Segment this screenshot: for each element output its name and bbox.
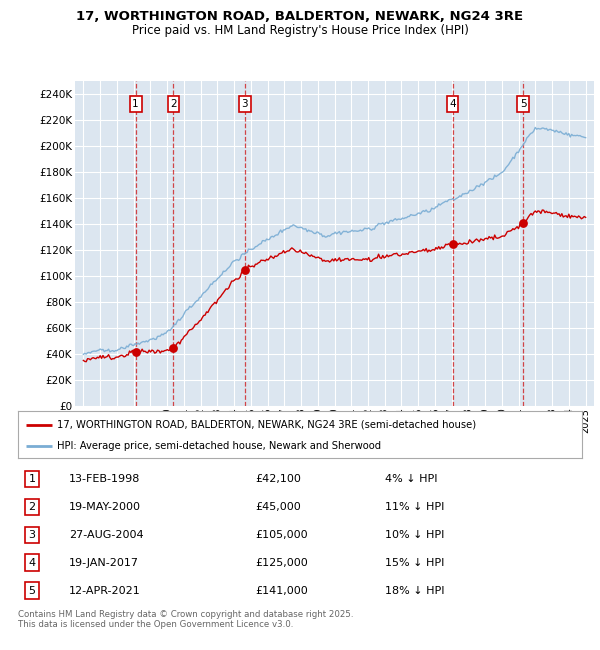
Text: 18% ↓ HPI: 18% ↓ HPI [385, 586, 444, 595]
Text: 3: 3 [29, 530, 35, 540]
Text: 10% ↓ HPI: 10% ↓ HPI [385, 530, 444, 540]
Text: 5: 5 [520, 99, 527, 109]
Point [131, 346, 140, 357]
Text: 4: 4 [449, 99, 456, 109]
Text: 4: 4 [29, 558, 35, 567]
Text: 17, WORTHINGTON ROAD, BALDERTON, NEWARK, NG24 3RE (semi-detached house): 17, WORTHINGTON ROAD, BALDERTON, NEWARK,… [58, 419, 476, 430]
Text: £125,000: £125,000 [255, 558, 308, 567]
Text: 12-APR-2021: 12-APR-2021 [69, 586, 140, 595]
Point [169, 343, 178, 353]
Text: 1: 1 [29, 474, 35, 484]
Point [518, 218, 528, 228]
Text: 1: 1 [132, 99, 139, 109]
Text: 2: 2 [29, 502, 35, 512]
Text: £42,100: £42,100 [255, 474, 301, 484]
Text: Price paid vs. HM Land Registry's House Price Index (HPI): Price paid vs. HM Land Registry's House … [131, 24, 469, 37]
Point [240, 265, 250, 275]
Point [448, 239, 457, 249]
Text: 15% ↓ HPI: 15% ↓ HPI [385, 558, 444, 567]
Text: 3: 3 [242, 99, 248, 109]
Text: £105,000: £105,000 [255, 530, 308, 540]
Text: 5: 5 [29, 586, 35, 595]
Text: £141,000: £141,000 [255, 586, 308, 595]
Text: 4% ↓ HPI: 4% ↓ HPI [385, 474, 437, 484]
Text: 2: 2 [170, 99, 177, 109]
Text: 17, WORTHINGTON ROAD, BALDERTON, NEWARK, NG24 3RE: 17, WORTHINGTON ROAD, BALDERTON, NEWARK,… [76, 10, 524, 23]
Text: 19-JAN-2017: 19-JAN-2017 [69, 558, 139, 567]
Text: 11% ↓ HPI: 11% ↓ HPI [385, 502, 444, 512]
Text: Contains HM Land Registry data © Crown copyright and database right 2025.
This d: Contains HM Land Registry data © Crown c… [18, 610, 353, 629]
Text: 13-FEB-1998: 13-FEB-1998 [69, 474, 140, 484]
Text: 19-MAY-2000: 19-MAY-2000 [69, 502, 141, 512]
Text: HPI: Average price, semi-detached house, Newark and Sherwood: HPI: Average price, semi-detached house,… [58, 441, 382, 451]
Text: 27-AUG-2004: 27-AUG-2004 [69, 530, 143, 540]
Text: £45,000: £45,000 [255, 502, 301, 512]
